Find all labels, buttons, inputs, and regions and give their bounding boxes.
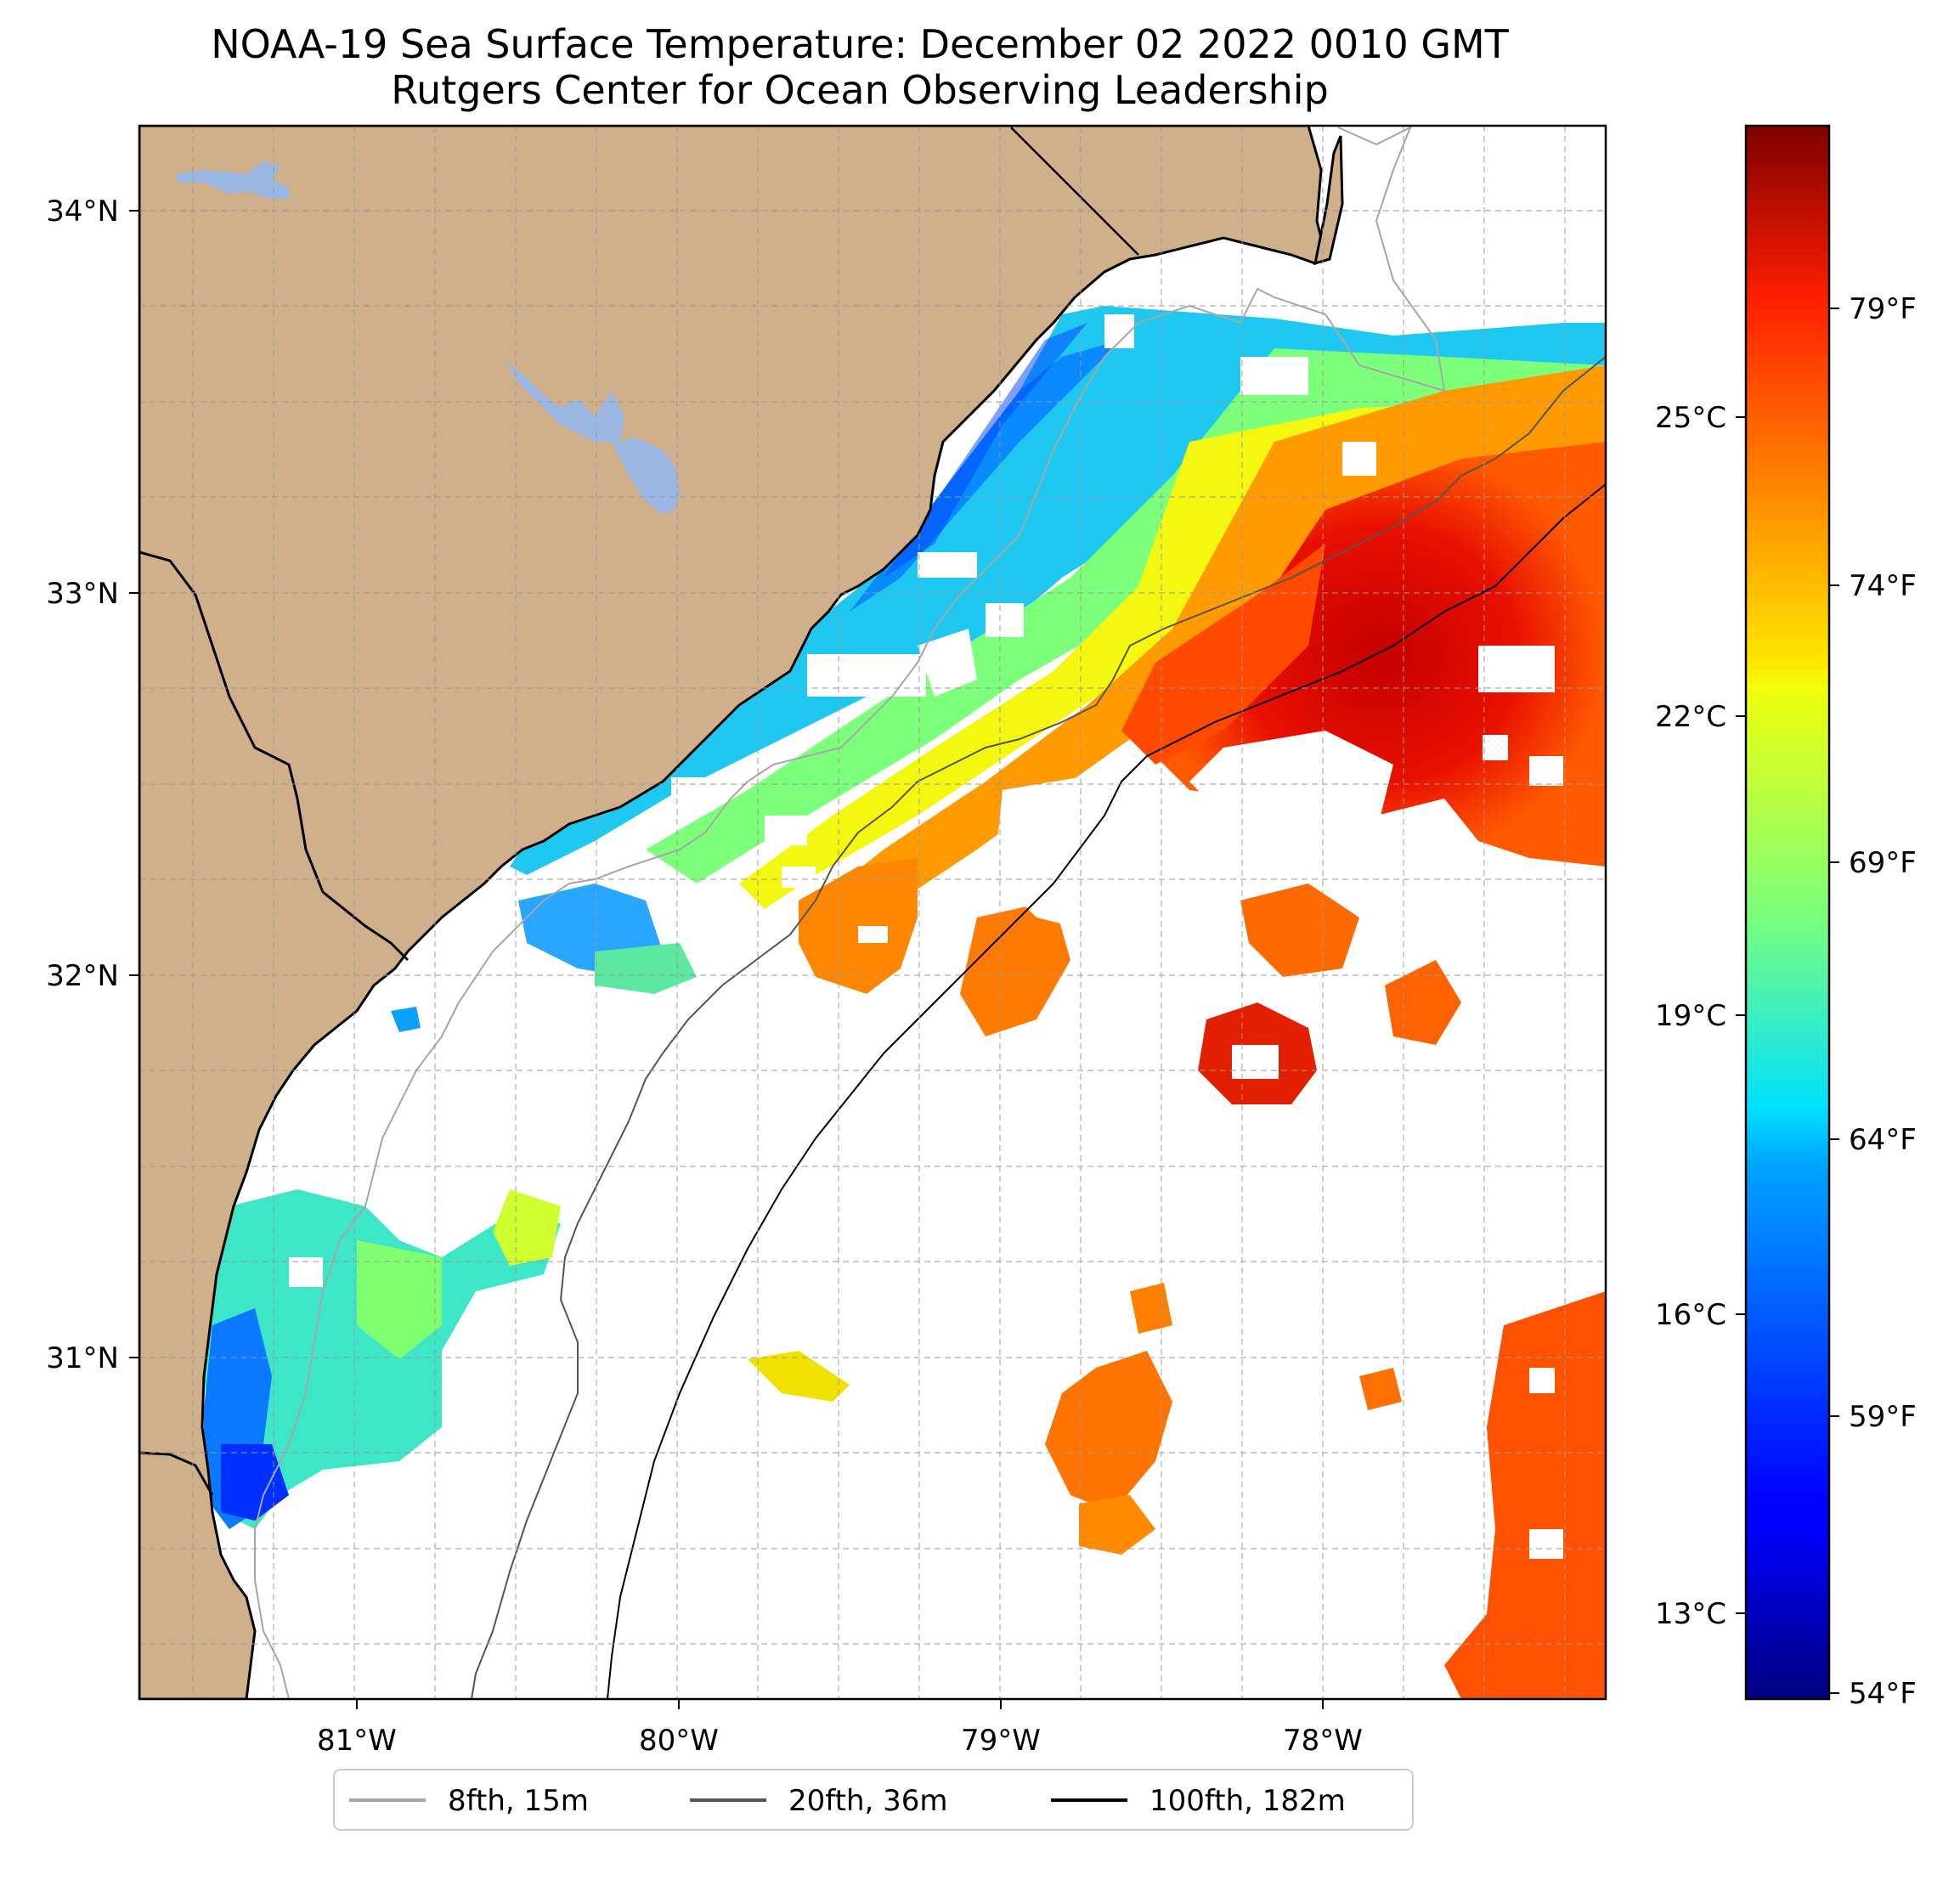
lon-label: 81°W xyxy=(317,1724,397,1758)
legend: 8fth, 15m 20fth, 36m 100fth, 182m xyxy=(333,1769,1414,1831)
gridlines xyxy=(139,126,1606,1699)
state-border-fl xyxy=(139,1451,214,1496)
lon-label: 78°W xyxy=(1283,1724,1363,1758)
legend-label: 20fth, 36m xyxy=(788,1784,948,1818)
lat-label: 31°N xyxy=(46,1341,119,1375)
celsius-label: 13°C xyxy=(1655,1597,1726,1631)
celsius-label: 22°C xyxy=(1655,700,1726,734)
barrier-island xyxy=(1313,135,1344,266)
lon-label: 79°W xyxy=(961,1724,1041,1758)
lat-label: 34°N xyxy=(46,195,119,229)
celsius-label: 16°C xyxy=(1655,1298,1726,1332)
fahrenheit-label: 54°F xyxy=(1849,1677,1917,1711)
lake xyxy=(174,161,289,200)
legend-label: 8fth, 15m xyxy=(448,1784,589,1818)
isobath-20fth xyxy=(471,356,1606,1699)
state-border-south xyxy=(139,550,410,962)
lat-label: 32°N xyxy=(46,959,119,993)
chart-title: NOAA-19 Sea Surface Temperature: Decembe… xyxy=(211,21,1509,67)
land xyxy=(139,126,1327,1699)
celsius-label: 25°C xyxy=(1655,401,1726,435)
isobath-8fth xyxy=(254,126,1446,1699)
lake xyxy=(506,361,680,514)
colorbar-ticks xyxy=(1736,308,1839,1694)
lat-label: 33°N xyxy=(46,577,119,611)
fahrenheit-label: 79°F xyxy=(1849,292,1917,326)
fahrenheit-label: 59°F xyxy=(1849,1400,1917,1434)
map-frame xyxy=(138,124,1607,1701)
axis-ticks xyxy=(129,210,1324,1709)
lon-label: 80°W xyxy=(639,1724,719,1758)
legend-label: 100fth, 182m xyxy=(1149,1784,1346,1818)
colorbar xyxy=(1744,124,1831,1701)
fahrenheit-label: 69°F xyxy=(1849,846,1917,880)
chart-subtitle: Rutgers Center for Ocean Observing Leade… xyxy=(391,67,1329,113)
celsius-label: 19°C xyxy=(1655,999,1726,1033)
state-border xyxy=(1010,127,1139,256)
isobath-100fth xyxy=(607,483,1606,1699)
fahrenheit-label: 74°F xyxy=(1849,569,1917,603)
fahrenheit-label: 64°F xyxy=(1849,1123,1917,1157)
